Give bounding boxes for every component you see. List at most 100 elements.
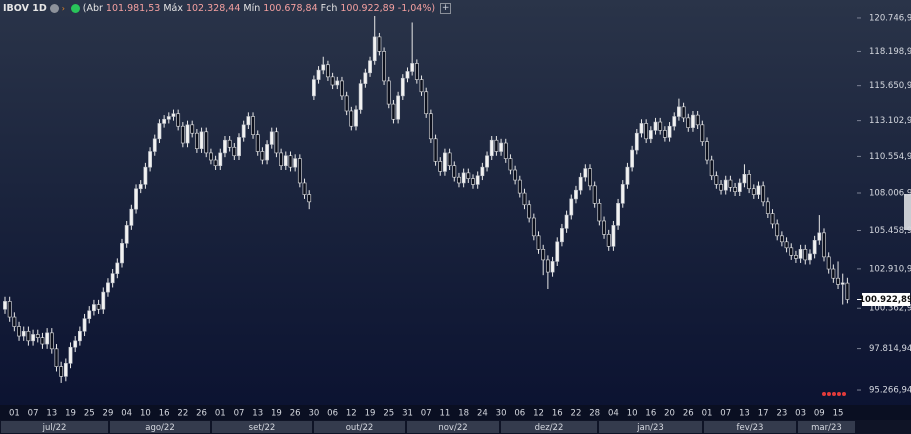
- candle-body-up: [723, 179, 728, 191]
- candle-body-down: [527, 204, 532, 219]
- candle-body-down: [386, 80, 391, 105]
- x-tick-label: 07: [421, 409, 432, 419]
- candle-body-up: [354, 109, 358, 127]
- candle-body-down: [49, 332, 54, 350]
- candle-body-down: [447, 152, 452, 167]
- candle-body-up: [157, 123, 162, 140]
- candle-body-up: [564, 214, 569, 229]
- candle-body-down: [517, 179, 522, 194]
- candle-body-down: [644, 123, 649, 140]
- month-label: set/22: [249, 423, 276, 433]
- candle-body-down: [775, 223, 780, 237]
- candle-body-up: [218, 152, 223, 167]
- legend-label: Máx: [163, 3, 183, 14]
- candle-body-up: [31, 334, 35, 342]
- candle-body-down: [344, 95, 349, 112]
- candle-body-up: [237, 137, 241, 157]
- side-handle[interactable]: [904, 194, 911, 230]
- x-tick-label: 30: [308, 409, 319, 419]
- legend-value: 100.678,84: [263, 3, 318, 14]
- candle-body-down: [260, 151, 265, 161]
- candle-body-up: [840, 282, 845, 285]
- candle-body-up: [677, 106, 681, 117]
- legend-value: 101.981,53: [105, 3, 161, 14]
- candle-body-down: [794, 255, 798, 259]
- event-dot: [832, 392, 836, 396]
- y-tick-label: 115.650,94: [869, 81, 911, 91]
- candle-body-down: [709, 159, 714, 177]
- candle-body-up: [672, 116, 677, 127]
- candle-body-up: [574, 189, 578, 200]
- candle-body-down: [274, 131, 279, 154]
- x-tick-label: 01: [215, 409, 226, 419]
- month-label: jul/22: [42, 423, 67, 433]
- last-price-label: 100.922,89: [859, 295, 911, 305]
- candle-body-up: [620, 184, 625, 204]
- x-tick-label: 16: [159, 409, 170, 419]
- candle-body-down: [522, 192, 527, 206]
- icon[interactable]: [70, 4, 80, 13]
- month-box: [704, 421, 796, 433]
- candle-body-down: [26, 330, 31, 342]
- x-tick-label: 26: [683, 409, 694, 419]
- candle-body-up: [68, 346, 73, 364]
- candle-body-down: [728, 179, 733, 188]
- candle-body-up: [124, 225, 129, 244]
- icon[interactable]: ›: [61, 4, 65, 13]
- candle-body-up: [363, 72, 368, 84]
- candle-body-up: [480, 166, 485, 177]
- candle-body-down: [190, 124, 195, 134]
- candle-body-up: [223, 139, 227, 154]
- x-tick-label: 01: [702, 409, 713, 419]
- candle-body-up: [138, 184, 143, 190]
- y-tick-label: 97.814,94: [869, 344, 911, 354]
- x-tick-label: 16: [552, 409, 563, 419]
- x-tick-label: 01: [9, 409, 20, 419]
- candle-body-down: [541, 249, 546, 261]
- candle-body-up: [489, 139, 494, 157]
- month-label: jan/23: [636, 423, 664, 433]
- candle-body-down: [279, 152, 284, 167]
- month-label: dez/22: [535, 423, 564, 433]
- candle-body-up: [396, 95, 401, 120]
- candle-body-down: [719, 184, 723, 191]
- candle-body-down: [302, 182, 307, 195]
- candle-body-down: [457, 176, 461, 184]
- icon[interactable]: [49, 4, 59, 13]
- candle-body-down: [59, 366, 64, 377]
- x-tick-label: 13: [739, 409, 750, 419]
- y-tick-label: 100.362,94: [869, 304, 911, 314]
- candle-body-down: [536, 235, 541, 250]
- candle-body-down: [545, 259, 550, 273]
- candle-body-down: [779, 235, 784, 243]
- candle-body-down: [747, 174, 752, 190]
- add-button[interactable]: +: [440, 3, 452, 14]
- candle-body-down: [227, 139, 232, 148]
- candle-body-up: [311, 79, 316, 97]
- candle-body-up: [611, 225, 616, 247]
- month-box: [1, 421, 108, 433]
- candle-body-down: [428, 113, 433, 140]
- y-tick-label: 113.102,94: [869, 116, 911, 126]
- candle-body-down: [494, 139, 499, 152]
- candle-body-up: [691, 114, 695, 128]
- candle-body-down: [513, 169, 518, 181]
- candle-body-up: [443, 152, 447, 172]
- candle-body-down: [251, 116, 255, 135]
- candle-body-down: [307, 194, 312, 203]
- candle-body-up: [756, 185, 761, 195]
- x-tick-label: 11: [440, 409, 451, 419]
- candle-body-down: [232, 146, 237, 157]
- x-tick-label: 12: [346, 409, 357, 419]
- month-box: [798, 421, 855, 433]
- candle-body-up: [106, 282, 110, 293]
- candle-body-up: [560, 228, 564, 243]
- candle-body-up: [625, 166, 630, 185]
- candle-body-up: [166, 116, 171, 120]
- event-dot: [822, 392, 826, 396]
- x-tick-label: 19: [365, 409, 376, 419]
- candle-body-up: [120, 243, 124, 264]
- legend-label: (Abr: [82, 3, 103, 14]
- candle-body-down: [433, 138, 438, 162]
- candle-body-down: [681, 106, 686, 119]
